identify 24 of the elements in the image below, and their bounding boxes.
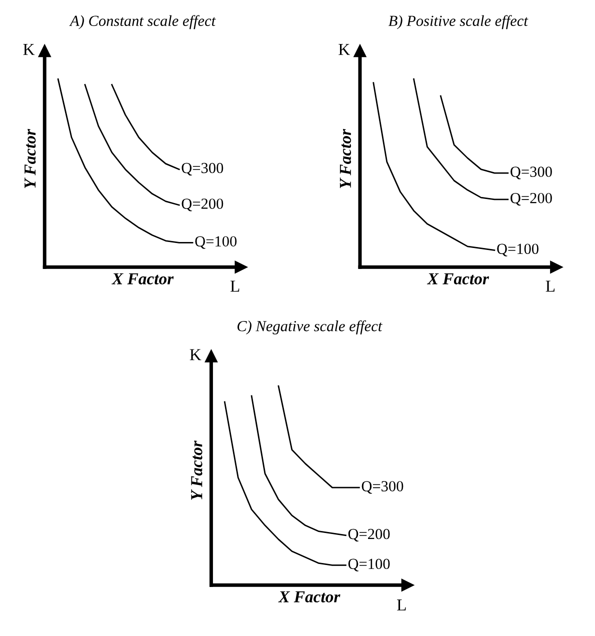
chart-title: A) Constant scale effect (69, 15, 216, 30)
series-label: Q=200 (510, 192, 552, 206)
series-label: Q=300 (362, 481, 404, 494)
text: L (230, 280, 240, 292)
series-label: Q=200 (182, 198, 224, 212)
y-axis-title: Y Factor (191, 440, 202, 500)
y-axis-title: Y Factor (340, 128, 352, 188)
x-axis-title: X Factor (426, 273, 490, 284)
series-label: Q=100 (195, 236, 237, 249)
series-label: Q=100 (348, 558, 390, 572)
text: K (23, 44, 35, 55)
x-axis-title: X Factor (278, 591, 340, 602)
series-label: Q=300 (510, 166, 552, 180)
x-axis-title: X Factor (112, 273, 174, 284)
text: K (190, 349, 202, 360)
chart-title: C) Negative scale effect (237, 320, 382, 334)
text: K (338, 44, 350, 55)
text: L (397, 600, 406, 610)
y-axis-title: Y Factor (24, 128, 36, 188)
series-label: Q=100 (497, 244, 538, 256)
series-label: Q=300 (182, 162, 224, 176)
text: L (546, 280, 555, 292)
chart-title: B) Positive scale effect (388, 15, 528, 30)
series-label: Q=200 (348, 528, 390, 542)
